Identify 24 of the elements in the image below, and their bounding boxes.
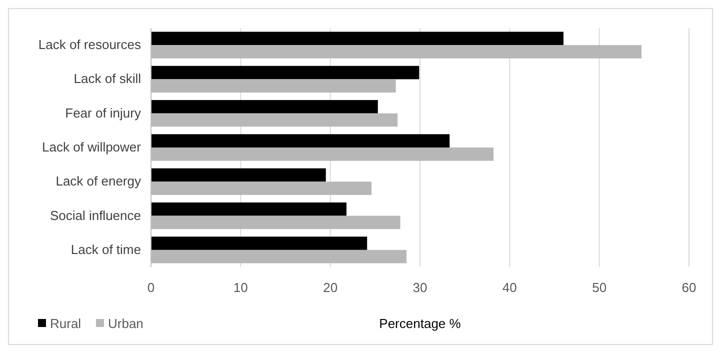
x-tick-label: 0	[147, 280, 155, 295]
x-tick-label: 40	[502, 280, 517, 295]
bar	[151, 100, 378, 114]
bar	[151, 202, 346, 216]
y-tick-label: Lack of time	[70, 242, 141, 257]
bar	[151, 134, 450, 148]
x-tick-label: 20	[323, 280, 338, 295]
y-tick-label: Social influence	[50, 208, 141, 223]
bar	[151, 32, 564, 46]
bar	[151, 66, 420, 80]
y-tick-label: Lack of willpower	[42, 140, 142, 154]
x-tick-label: 10	[233, 280, 248, 295]
y-tick-label: Fear of injury	[65, 105, 142, 120]
bar	[151, 236, 368, 250]
y-tick-label: Lack of energy	[56, 174, 142, 189]
x-tick-label: 30	[412, 280, 428, 295]
bar	[151, 168, 326, 182]
legend-label: Urban	[108, 316, 144, 331]
y-tick-label: Lack of skill	[74, 71, 142, 86]
x-tick-label: 60	[682, 280, 696, 295]
legend-label: Rural	[50, 316, 82, 331]
x-axis-title: Percentage %	[379, 316, 462, 331]
x-tick-label: 50	[592, 280, 607, 295]
y-tick-label: Lack of resources	[38, 37, 142, 52]
